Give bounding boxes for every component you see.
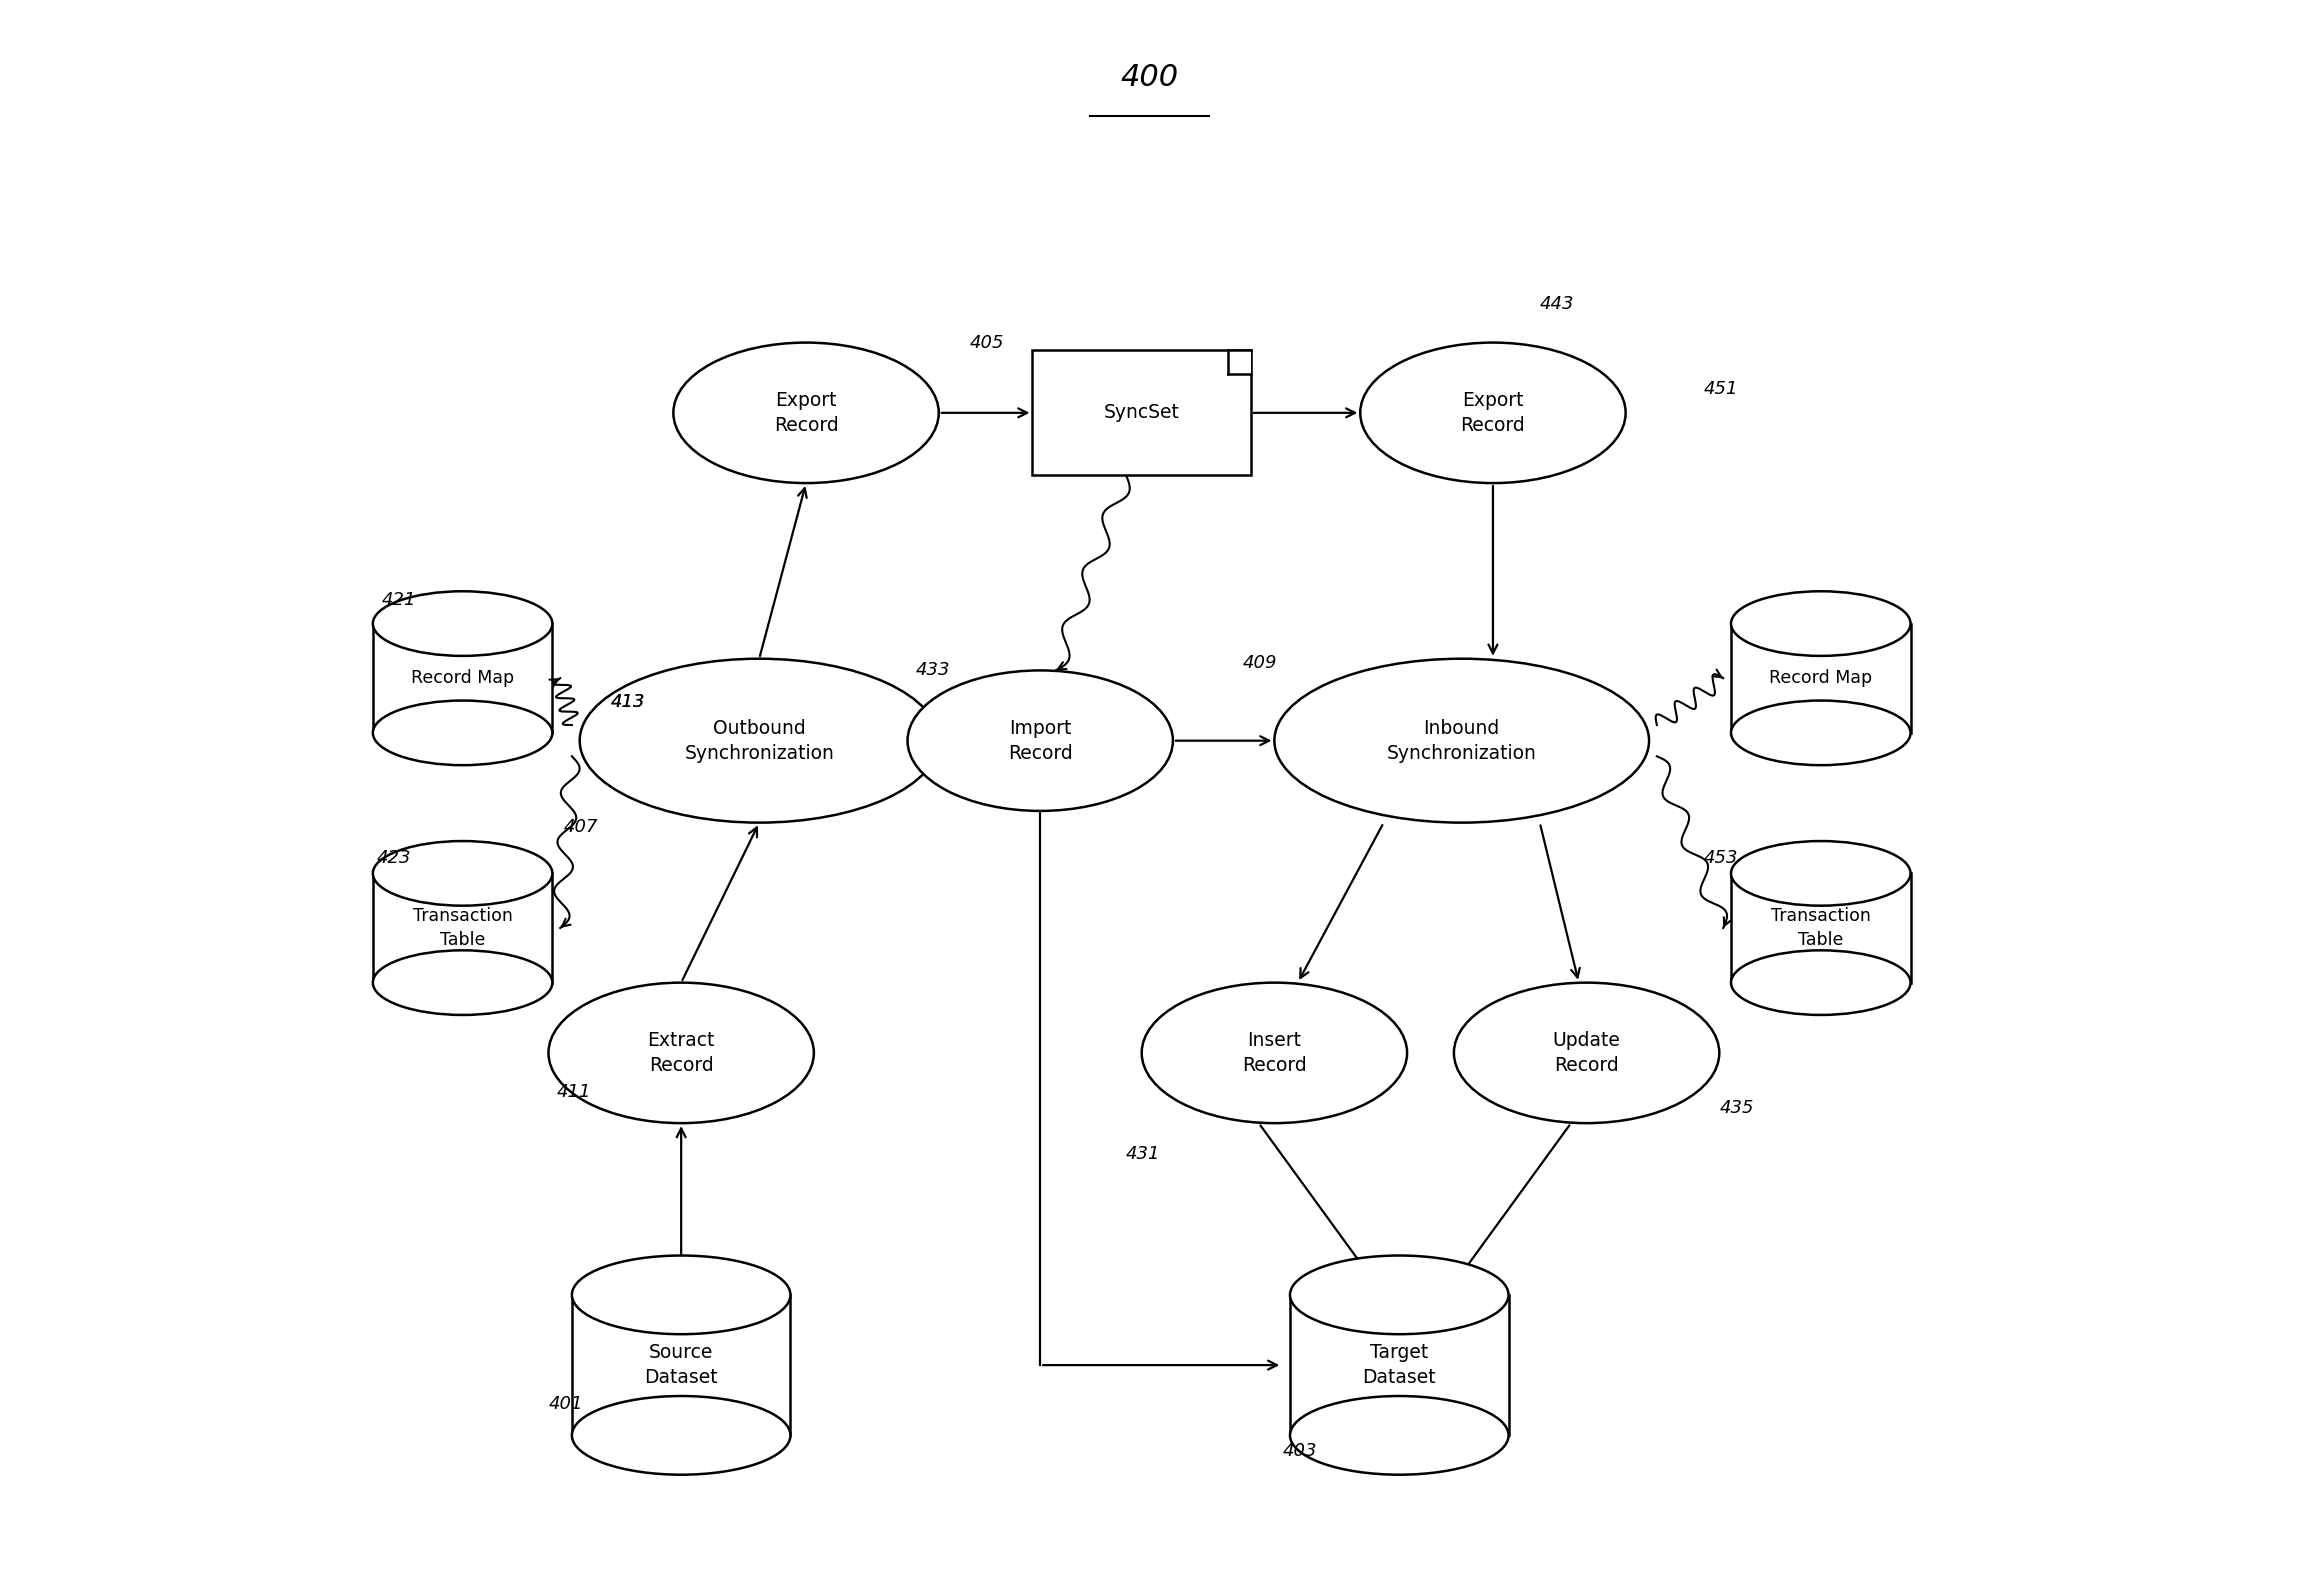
Text: SyncSet: SyncSet: [1104, 403, 1179, 422]
Ellipse shape: [579, 658, 938, 822]
Text: 403: 403: [1283, 1443, 1317, 1460]
Ellipse shape: [572, 1395, 791, 1474]
Ellipse shape: [1731, 701, 1910, 765]
Ellipse shape: [372, 701, 552, 765]
Text: Record Map: Record Map: [1770, 669, 1871, 687]
Text: 451: 451: [1704, 381, 1738, 398]
Ellipse shape: [572, 1255, 791, 1334]
Text: 409: 409: [1244, 654, 1278, 671]
Text: 413: 413: [612, 693, 646, 710]
Ellipse shape: [1731, 841, 1910, 906]
Ellipse shape: [1290, 1395, 1508, 1474]
Text: 413: 413: [612, 693, 646, 710]
Text: 443: 443: [1540, 295, 1575, 312]
Text: 400: 400: [1120, 63, 1179, 91]
Bar: [1032, 350, 1251, 476]
Ellipse shape: [1274, 658, 1648, 822]
Text: Extract
Record: Extract Record: [648, 1032, 715, 1074]
Polygon shape: [1228, 350, 1251, 373]
Text: 401: 401: [549, 1395, 584, 1413]
Ellipse shape: [1453, 983, 1720, 1123]
Bar: [372, 874, 552, 983]
Bar: [372, 624, 552, 732]
Text: 411: 411: [556, 1084, 591, 1101]
Text: Import
Record: Import Record: [1007, 718, 1074, 762]
Text: Transaction
Table: Transaction Table: [414, 907, 513, 948]
Text: Target
Dataset: Target Dataset: [1363, 1343, 1437, 1388]
Text: Update
Record: Update Record: [1552, 1032, 1621, 1074]
Ellipse shape: [1361, 343, 1625, 484]
Text: 435: 435: [1720, 1098, 1754, 1117]
Bar: [1731, 624, 1910, 732]
Ellipse shape: [1731, 591, 1910, 655]
Bar: [1731, 874, 1910, 983]
Ellipse shape: [372, 950, 552, 1014]
Text: Export
Record: Export Record: [775, 391, 839, 435]
Text: 433: 433: [915, 662, 949, 679]
Ellipse shape: [1290, 1255, 1508, 1334]
Ellipse shape: [549, 983, 814, 1123]
Text: Insert
Record: Insert Record: [1241, 1032, 1306, 1074]
Text: 423: 423: [377, 849, 412, 866]
Text: Inbound
Synchronization: Inbound Synchronization: [1386, 718, 1536, 762]
Text: Transaction
Table: Transaction Table: [1770, 907, 1871, 948]
Ellipse shape: [908, 671, 1172, 811]
Text: 453: 453: [1704, 849, 1738, 866]
Text: 407: 407: [563, 817, 598, 835]
Text: 421: 421: [382, 591, 416, 610]
Ellipse shape: [372, 841, 552, 906]
Text: 405: 405: [970, 334, 1005, 351]
Ellipse shape: [1731, 950, 1910, 1014]
Ellipse shape: [674, 343, 938, 484]
Text: 431: 431: [1127, 1145, 1161, 1164]
Text: Export
Record: Export Record: [1460, 391, 1524, 435]
Bar: [1290, 1295, 1508, 1435]
Bar: [572, 1295, 791, 1435]
Text: Outbound
Synchronization: Outbound Synchronization: [685, 718, 835, 762]
Ellipse shape: [372, 591, 552, 655]
Ellipse shape: [1143, 983, 1407, 1123]
Text: Record Map: Record Map: [412, 669, 515, 687]
Text: Source
Dataset: Source Dataset: [644, 1343, 717, 1388]
